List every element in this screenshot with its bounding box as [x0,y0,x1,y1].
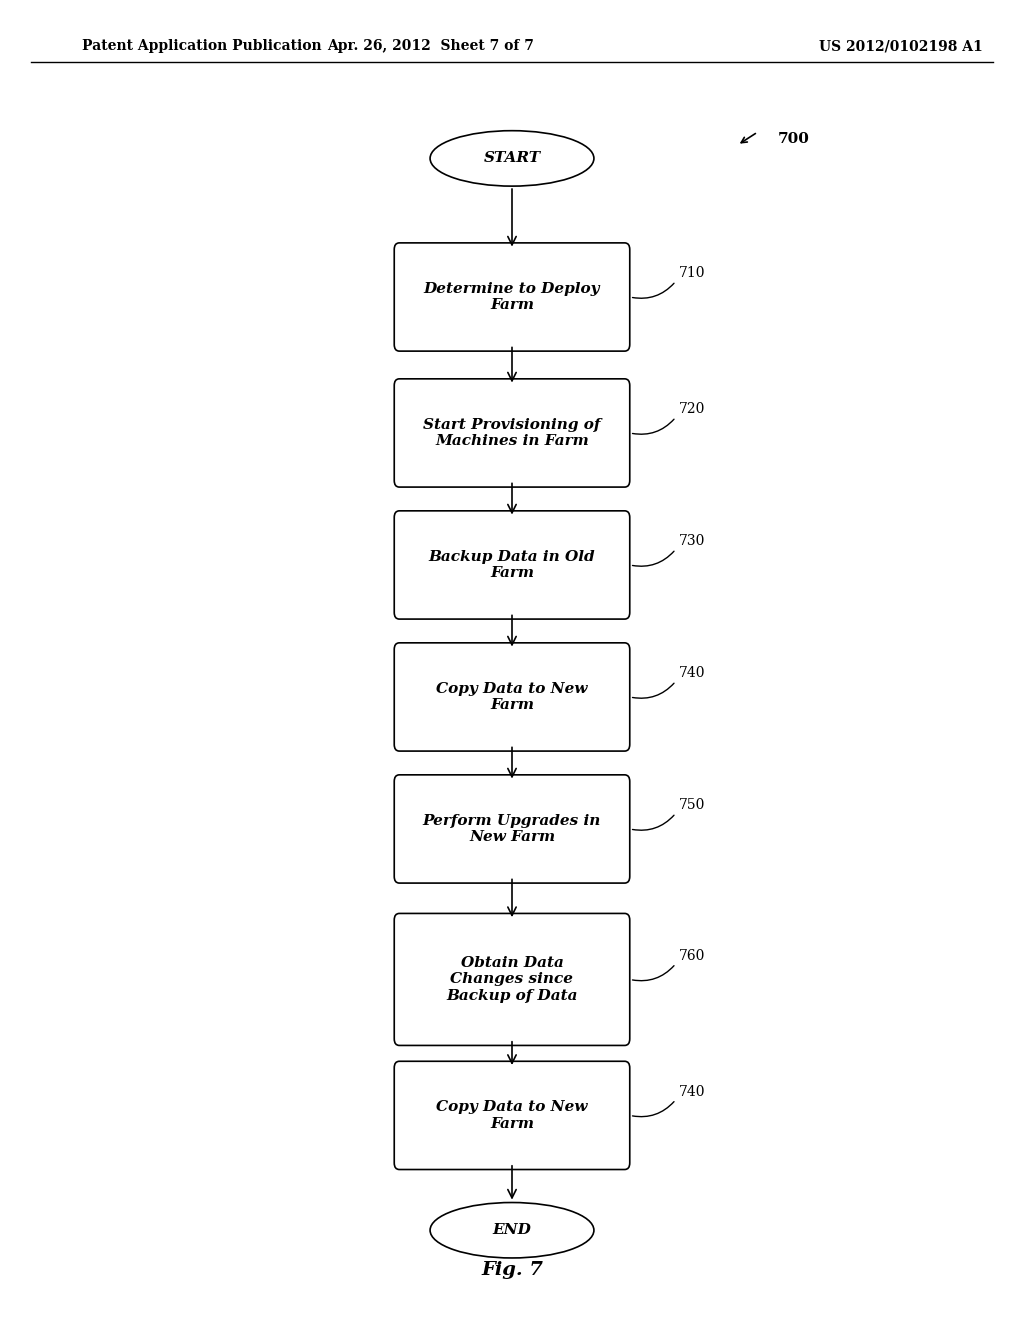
Ellipse shape [430,131,594,186]
Text: START: START [483,152,541,165]
Text: Fig. 7: Fig. 7 [481,1261,543,1279]
Text: Perform Upgrades in
New Farm: Perform Upgrades in New Farm [423,814,601,843]
FancyBboxPatch shape [394,1061,630,1170]
FancyBboxPatch shape [394,913,630,1045]
FancyBboxPatch shape [394,643,630,751]
Text: 700: 700 [778,132,810,145]
Text: Backup Data in Old
Farm: Backup Data in Old Farm [429,550,595,579]
Text: 720: 720 [679,403,706,416]
Text: 740: 740 [679,1085,706,1098]
Text: 710: 710 [679,267,706,280]
FancyBboxPatch shape [394,775,630,883]
Text: END: END [493,1224,531,1237]
FancyBboxPatch shape [394,379,630,487]
Text: 730: 730 [679,535,706,548]
FancyBboxPatch shape [394,243,630,351]
Text: 750: 750 [679,799,706,812]
Text: Copy Data to New
Farm: Copy Data to New Farm [436,682,588,711]
Text: US 2012/0102198 A1: US 2012/0102198 A1 [819,40,983,53]
Text: Determine to Deploy
Farm: Determine to Deploy Farm [424,282,600,312]
Ellipse shape [430,1203,594,1258]
FancyBboxPatch shape [394,511,630,619]
Text: 760: 760 [679,949,706,962]
Text: Start Provisioning of
Machines in Farm: Start Provisioning of Machines in Farm [423,418,601,447]
Text: Patent Application Publication: Patent Application Publication [82,40,322,53]
Text: Obtain Data
Changes since
Backup of Data: Obtain Data Changes since Backup of Data [446,956,578,1003]
Text: Copy Data to New
Farm: Copy Data to New Farm [436,1101,588,1130]
Text: 740: 740 [679,667,706,680]
Text: Apr. 26, 2012  Sheet 7 of 7: Apr. 26, 2012 Sheet 7 of 7 [327,40,534,53]
